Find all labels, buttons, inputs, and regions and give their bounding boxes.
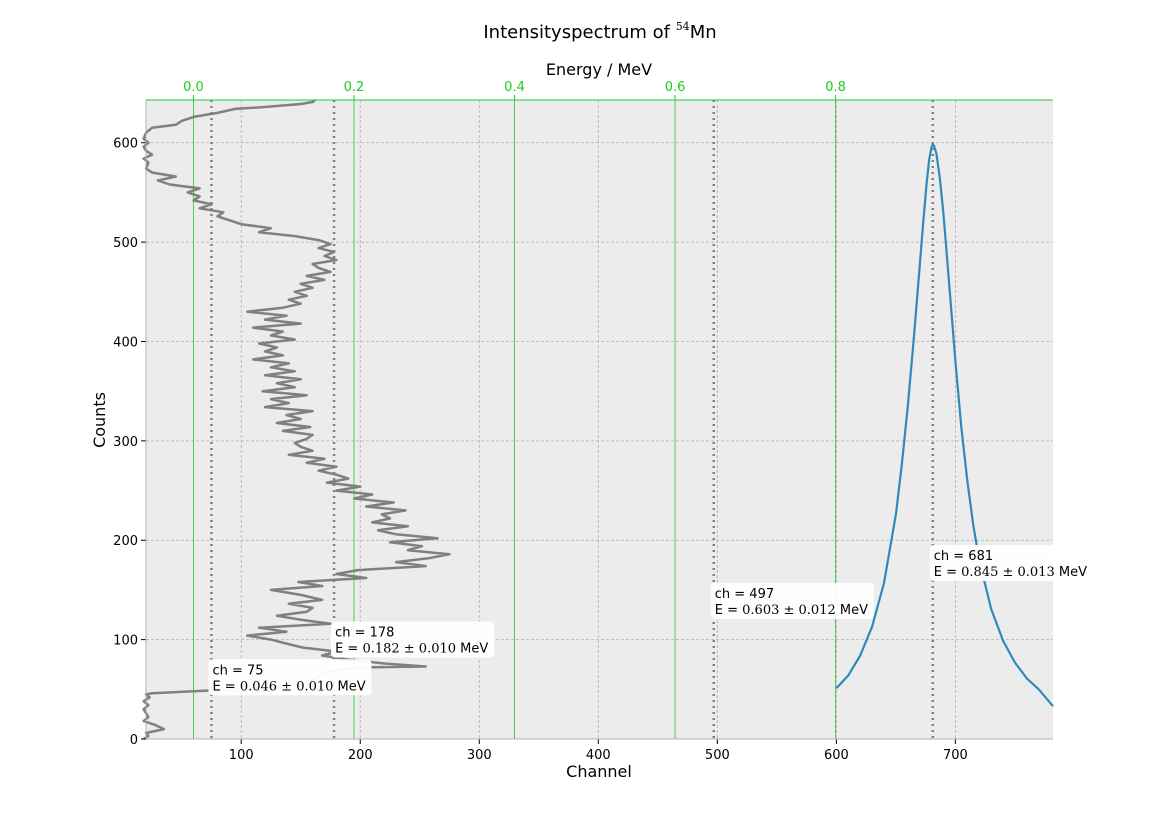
- title-element: Mn: [690, 22, 717, 43]
- top-tick-label: 0.2: [344, 80, 365, 95]
- x-tick-label: 600: [824, 748, 849, 763]
- top-tick-label: 0.4: [504, 80, 525, 95]
- annotation-box-2: [331, 621, 495, 658]
- top-tick-label: 0.6: [665, 80, 686, 95]
- x-axis-label: Channel: [566, 762, 632, 781]
- y-tick-label: 600: [113, 137, 138, 152]
- x-tick-label: 100: [229, 748, 254, 763]
- x-tick-label: 700: [943, 748, 968, 763]
- x-tick-label: 500: [705, 748, 730, 763]
- x-tick-label: 300: [467, 748, 492, 763]
- annotation-energy-4: E = 0.845 ± 0.013 MeV: [934, 565, 1087, 580]
- title-superscript: 54: [676, 20, 690, 33]
- annotation-channel-2: ch = 178: [335, 626, 394, 641]
- top-tick-label: 0.0: [183, 80, 204, 95]
- annotation-box-3: [710, 582, 874, 619]
- annotation-energy-2: E = 0.182 ± 0.010 MeV: [335, 642, 488, 657]
- spectrum-line: [142, 99, 451, 741]
- y-axis-label: Counts: [90, 392, 109, 448]
- annotation-box-4: [929, 545, 1093, 582]
- y-tick-label: 300: [113, 435, 138, 450]
- annotation-channel-4: ch = 681: [934, 549, 993, 564]
- annotation-energy-3: E = 0.603 ± 0.012 MeV: [715, 603, 868, 618]
- y-tick-label: 400: [113, 335, 138, 350]
- y-tick-label: 500: [113, 236, 138, 251]
- annotation-channel-1: ch = 75: [212, 663, 263, 678]
- y-tick-label: 0: [130, 733, 138, 748]
- annotation-energy-1: E = 0.046 ± 0.010 MeV: [212, 679, 365, 694]
- y-tick-label: 200: [113, 534, 138, 549]
- top-axis-label: Energy / MeV: [546, 60, 652, 79]
- y-tick-label: 100: [113, 634, 138, 649]
- chart-title: Intensityspectrum of 54Mn: [483, 20, 716, 43]
- x-tick-label: 200: [348, 748, 373, 763]
- x-tick-label: 400: [586, 748, 611, 763]
- annotation-box-1: [208, 659, 372, 696]
- fit-line: [835, 143, 1054, 707]
- top-tick-label: 0.8: [825, 80, 846, 95]
- annotation-channel-3: ch = 497: [715, 587, 774, 602]
